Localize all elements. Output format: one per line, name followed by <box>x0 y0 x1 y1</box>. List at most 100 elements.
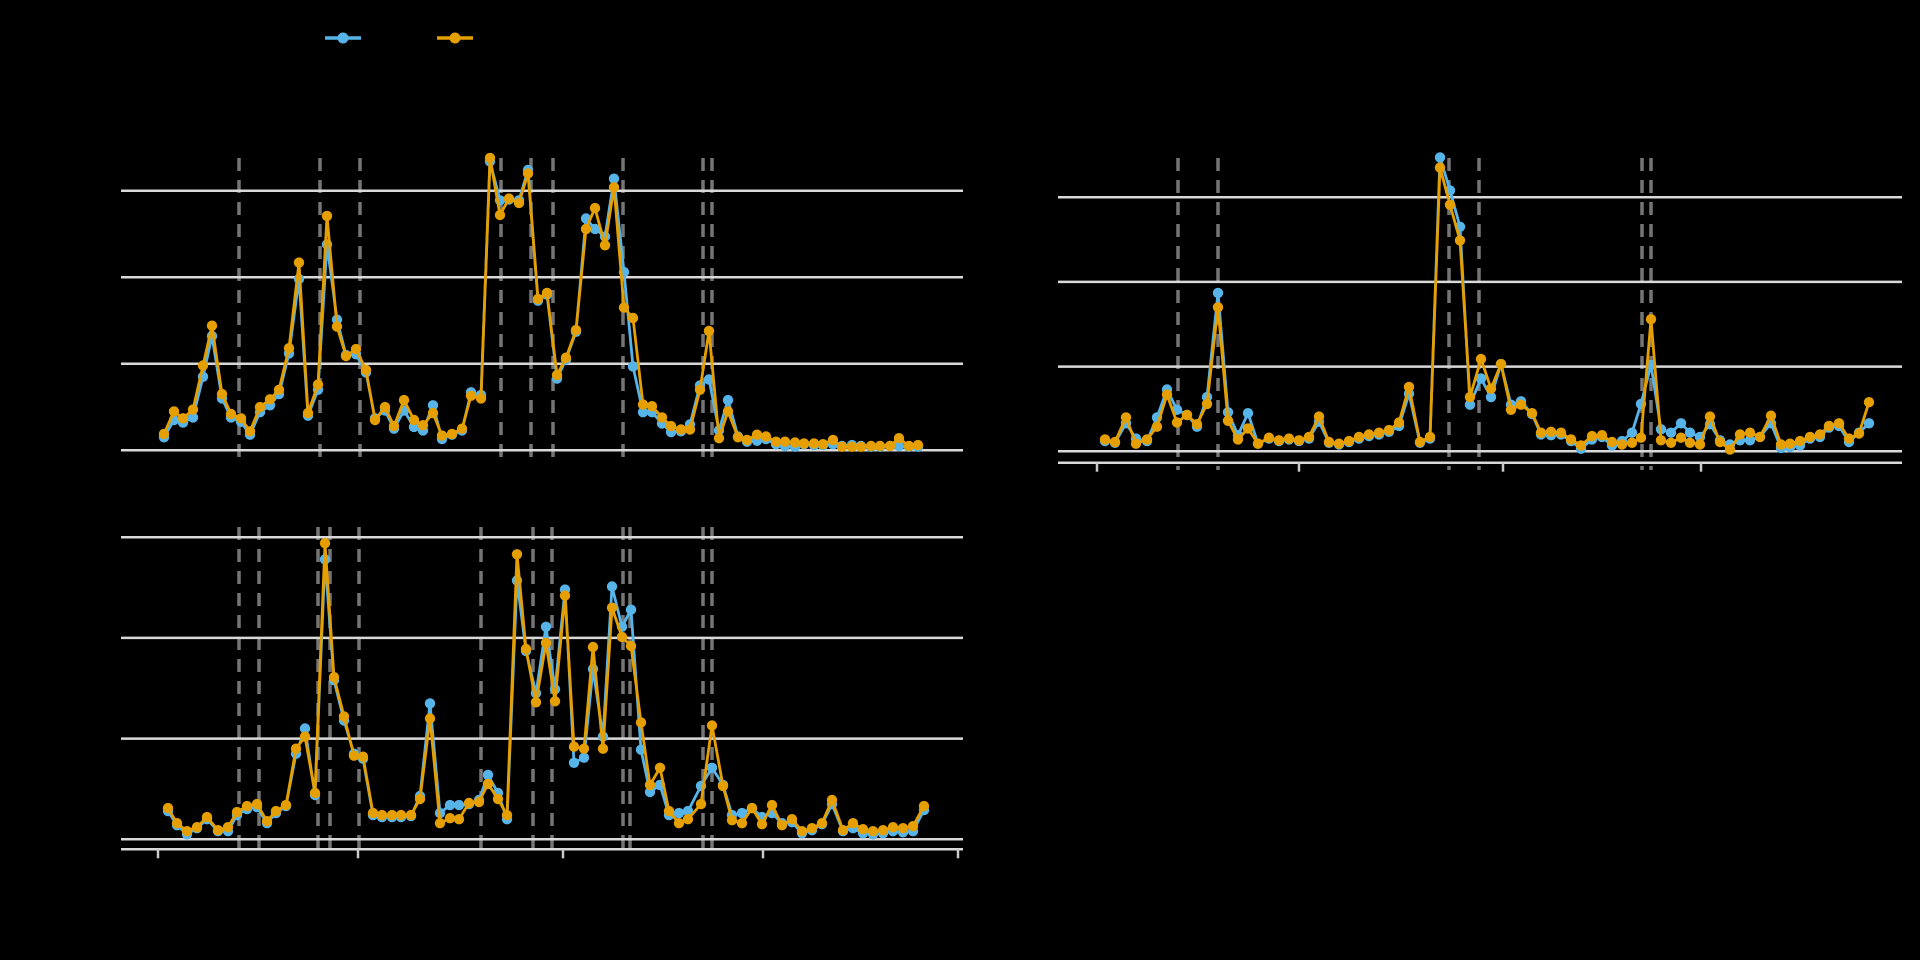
data-point-orange <box>722 406 734 417</box>
data-point-orange <box>1863 397 1875 408</box>
data-point-orange <box>388 420 400 432</box>
data-point-orange <box>446 428 458 440</box>
data-point-orange <box>1565 434 1577 445</box>
data-point-blue <box>1434 152 1446 163</box>
data-point-orange <box>796 826 808 837</box>
data-point-blue <box>706 762 718 773</box>
data-point-orange <box>625 640 637 652</box>
data-point-orange <box>817 439 829 450</box>
data-point-blue <box>736 807 748 819</box>
data-point-orange <box>251 798 263 810</box>
data-point-orange <box>1464 391 1476 403</box>
data-point-orange <box>1191 419 1203 430</box>
data-point-orange <box>177 413 189 424</box>
data-point-orange <box>321 210 333 222</box>
data-point-orange <box>241 800 253 812</box>
data-point-orange <box>826 794 838 806</box>
data-point-orange <box>874 440 886 452</box>
data-point-blue <box>606 581 618 592</box>
data-point-orange <box>1694 439 1706 450</box>
data-point-orange <box>168 406 180 417</box>
data-point-blue <box>578 752 590 763</box>
data-point-orange <box>887 822 899 833</box>
data-point-orange <box>776 820 788 831</box>
data-point-orange <box>867 826 879 837</box>
data-point-orange <box>273 384 285 395</box>
data-point-orange <box>1212 302 1224 313</box>
data-point-orange <box>1485 383 1497 394</box>
data-point-blue <box>1744 435 1756 446</box>
data-point-orange <box>618 302 630 313</box>
data-point-orange <box>340 350 352 362</box>
data-point-orange <box>756 819 768 830</box>
data-point-orange <box>181 826 193 837</box>
data-point-orange <box>1675 432 1687 443</box>
data-point-orange <box>540 637 552 649</box>
data-point-orange <box>644 779 656 791</box>
data-point-orange <box>912 439 924 451</box>
data-point-orange <box>1555 427 1567 438</box>
data-point-orange <box>654 762 666 773</box>
data-point-orange <box>280 799 292 811</box>
data-point-orange <box>436 430 448 441</box>
data-point-orange <box>501 809 513 821</box>
data-point-orange <box>846 441 858 452</box>
data-point-orange <box>1323 436 1335 448</box>
data-point-blue <box>682 805 694 817</box>
data-point-orange <box>1505 404 1517 415</box>
data-point-orange <box>1130 438 1142 449</box>
data-point-orange <box>212 825 224 836</box>
data-point-orange <box>530 697 542 708</box>
data-point-orange <box>1424 431 1436 443</box>
data-point-orange <box>1303 431 1315 443</box>
series-blue <box>158 156 924 452</box>
data-point-blue <box>722 394 734 406</box>
series-blue <box>162 554 930 840</box>
data-point-orange <box>736 818 748 829</box>
x-axis <box>1058 461 1902 472</box>
data-point-orange <box>682 814 694 825</box>
legend-key-series-orange <box>437 32 473 44</box>
data-point-orange <box>1333 438 1345 449</box>
data-point-orange <box>1616 439 1628 450</box>
data-point-orange <box>1283 433 1295 444</box>
data-point-blue <box>673 807 685 819</box>
data-point-orange <box>369 414 381 426</box>
data-point-orange <box>855 441 867 452</box>
data-point-orange <box>1293 435 1305 446</box>
data-point-orange <box>191 822 203 833</box>
data-point-blue <box>299 723 311 734</box>
data-point-orange <box>1222 415 1234 426</box>
data-point-orange <box>897 823 909 834</box>
data-point-orange <box>1575 440 1587 451</box>
data-point-orange <box>760 431 772 442</box>
data-point-orange <box>1495 358 1507 370</box>
data-point-orange <box>235 413 247 424</box>
data-point-orange <box>261 816 273 827</box>
data-point-orange <box>798 438 810 449</box>
data-point-orange <box>713 433 725 444</box>
data-point-orange <box>1363 429 1375 440</box>
data-point-orange <box>1109 436 1121 448</box>
data-point-orange <box>434 818 446 829</box>
panel-bottom-left <box>121 527 963 859</box>
data-point-orange <box>673 818 685 829</box>
data-point-blue <box>187 412 199 423</box>
data-point-orange <box>694 384 706 395</box>
data-point-orange <box>270 805 282 817</box>
data-point-orange <box>1535 427 1547 438</box>
data-point-orange <box>1454 235 1466 246</box>
data-point-orange <box>408 414 420 426</box>
series-orange <box>162 538 930 837</box>
data-point-orange <box>847 818 859 829</box>
x-axis <box>121 848 963 859</box>
data-point-orange <box>1515 399 1527 410</box>
data-point-orange <box>589 202 601 214</box>
series-orange <box>1099 162 1875 455</box>
data-point-orange <box>766 799 778 811</box>
data-point-orange <box>222 822 234 833</box>
data-point-orange <box>751 429 763 440</box>
data-point-orange <box>741 434 753 446</box>
